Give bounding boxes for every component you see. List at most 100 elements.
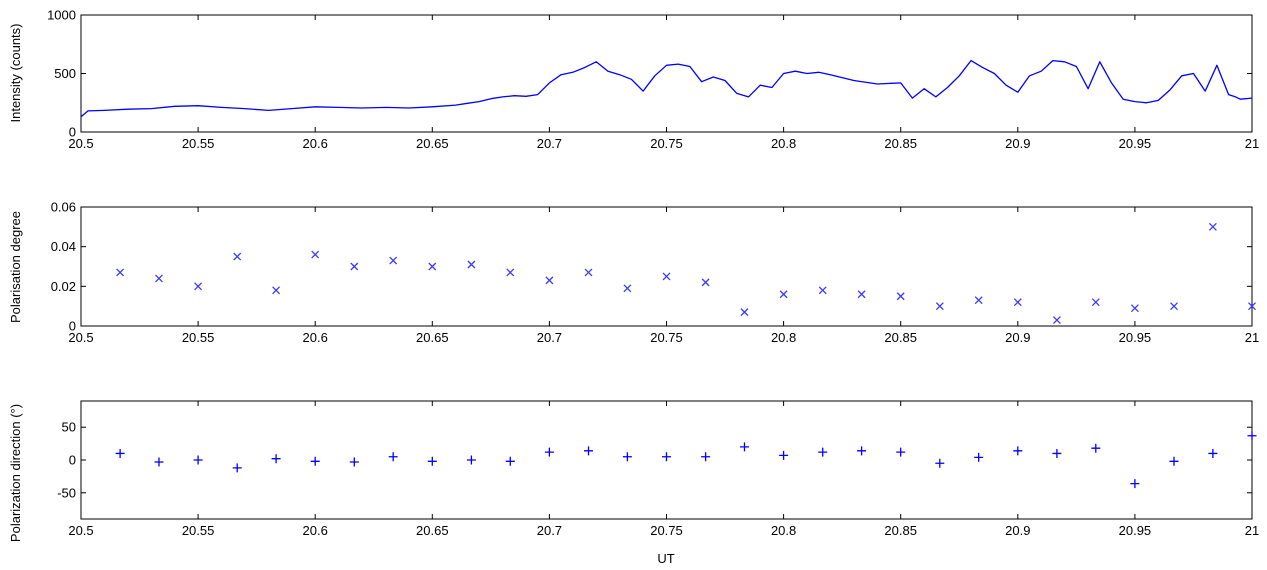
x-tick-label: 20.8 bbox=[771, 523, 796, 538]
data-point bbox=[662, 272, 671, 281]
y-tick-label: 500 bbox=[54, 66, 76, 81]
panel-polarization-direction: 20.5 20.55 20.6 20.65 20.7 20.75 20.8 20.85 20.9… bbox=[8, 400, 1259, 542]
series-line bbox=[80, 59, 1253, 118]
plot-area-intensity bbox=[80, 14, 1253, 133]
x-ticks-intensity: 20.5 20.55 20.6 20.65 20.7 20.75 20.8 20.85 20.9… bbox=[68, 15, 1259, 151]
data-point bbox=[1169, 456, 1179, 466]
x-tick-label: 20.65 bbox=[416, 136, 449, 151]
x-tick-label: 20.55 bbox=[182, 136, 215, 151]
x-tick-label: 20.7 bbox=[537, 523, 562, 538]
data-point bbox=[1247, 431, 1257, 441]
data-point bbox=[896, 447, 906, 457]
data-point bbox=[1052, 316, 1061, 325]
data-point bbox=[311, 250, 320, 259]
x-tick-label: 20.5 bbox=[68, 523, 93, 538]
data-point bbox=[1091, 298, 1100, 307]
data-point bbox=[466, 455, 476, 465]
data-point bbox=[779, 450, 789, 460]
y-tick-label: 0.04 bbox=[51, 239, 76, 254]
data-point bbox=[857, 290, 866, 299]
ylabel-intensity: Intensity (counts) bbox=[8, 24, 23, 123]
data-point bbox=[584, 268, 593, 277]
data-point bbox=[1013, 298, 1022, 307]
y-ticks-intensity: 0 500 1000 bbox=[47, 8, 1252, 140]
x-tick-label: 20.8 bbox=[771, 136, 796, 151]
data-point bbox=[818, 286, 827, 295]
x-tick-label: 20.7 bbox=[537, 330, 562, 345]
data-point bbox=[701, 452, 711, 462]
x-tick-label: 20.95 bbox=[1119, 136, 1152, 151]
data-point bbox=[739, 442, 749, 452]
x-ticks-polarisation-degree: 20.5 20.55 20.6 20.65 20.7 20.75 20.8 20.85 20.9… bbox=[68, 207, 1259, 345]
data-point bbox=[505, 456, 515, 466]
x-tick-label: 20.5 bbox=[68, 330, 93, 345]
x-tick-label: 20.85 bbox=[884, 330, 917, 345]
data-point bbox=[1248, 302, 1256, 311]
data-point bbox=[1208, 448, 1218, 458]
x-tick-label: 20.8 bbox=[771, 330, 796, 345]
data-point bbox=[544, 447, 554, 457]
data-point bbox=[350, 262, 359, 271]
data-point bbox=[545, 276, 554, 285]
data-point bbox=[779, 290, 788, 299]
x-tick-label: 21 bbox=[1245, 136, 1259, 151]
data-point bbox=[623, 284, 632, 293]
data-point bbox=[1052, 448, 1062, 458]
data-point bbox=[740, 308, 749, 317]
series-polarization-direction bbox=[115, 431, 1257, 489]
y-tick-label: 0 bbox=[69, 319, 76, 334]
data-point bbox=[389, 256, 398, 265]
x-tick-label: 20.55 bbox=[182, 330, 215, 345]
ylabel-polarization-direction: Polarization direction (°) bbox=[8, 404, 23, 542]
plot-area-polarisation-degree bbox=[80, 206, 1253, 327]
x-tick-label: 20.7 bbox=[537, 136, 562, 151]
y-tick-label: 0.06 bbox=[51, 200, 76, 215]
data-point bbox=[467, 260, 476, 269]
data-point bbox=[1013, 446, 1023, 456]
x-ticks-polarization-direction: 20.5 20.55 20.6 20.65 20.7 20.75 20.8 20.85 20.9… bbox=[68, 401, 1259, 538]
x-tick-label: 20.95 bbox=[1119, 330, 1152, 345]
x-tick-label: 20.65 bbox=[416, 330, 449, 345]
x-tick-label: 20.9 bbox=[1005, 330, 1030, 345]
data-point bbox=[584, 446, 594, 456]
y-ticks-polarization-direction: -50 0 50 bbox=[57, 420, 1252, 500]
data-point bbox=[1170, 302, 1178, 311]
y-tick-label: 0 bbox=[69, 453, 76, 468]
x-tick-label: 20.65 bbox=[416, 523, 449, 538]
data-point bbox=[193, 455, 203, 465]
x-tick-label: 20.85 bbox=[884, 523, 917, 538]
y-ticks-polarisation-degree: 0 0.02 0.04 0.06 bbox=[51, 200, 1252, 334]
data-point bbox=[388, 452, 398, 462]
data-point bbox=[233, 252, 242, 261]
data-point bbox=[622, 452, 632, 462]
x-tick-label: 20.5 bbox=[68, 136, 93, 151]
data-point bbox=[1130, 479, 1140, 489]
y-tick-label: 50 bbox=[62, 420, 76, 435]
data-point bbox=[271, 454, 281, 464]
data-point bbox=[155, 274, 163, 283]
data-point bbox=[974, 296, 983, 305]
data-point bbox=[818, 447, 828, 457]
x-tick-label: 21 bbox=[1245, 523, 1259, 538]
y-tick-label: 1000 bbox=[47, 8, 76, 23]
x-tick-label: 20.6 bbox=[303, 136, 328, 151]
x-tick-label: 20.95 bbox=[1119, 523, 1152, 538]
data-point bbox=[1208, 222, 1217, 231]
ylabel-polarisation-degree: Polarisation degree bbox=[8, 211, 23, 323]
x-tick-label: 21 bbox=[1245, 330, 1259, 345]
panel-intensity: 20.5 20.55 20.6 20.65 20.7 20.75 20.8 20.85 20.9… bbox=[8, 8, 1259, 152]
y-tick-label: 0.02 bbox=[51, 279, 76, 294]
data-point bbox=[974, 452, 984, 462]
x-tick-label: 20.55 bbox=[182, 523, 215, 538]
x-tick-label: 20.75 bbox=[650, 523, 683, 538]
x-tick-label: 20.6 bbox=[303, 330, 328, 345]
panel-polarisation-degree: 20.5 20.55 20.6 20.65 20.7 20.75 20.8 20.85 20.9… bbox=[8, 200, 1259, 346]
data-point bbox=[1091, 443, 1101, 453]
data-point bbox=[310, 456, 320, 466]
data-point bbox=[662, 452, 671, 462]
x-tick-label: 20.75 bbox=[650, 136, 683, 151]
y-tick-label: -50 bbox=[57, 485, 76, 500]
data-point bbox=[1130, 304, 1139, 313]
data-point bbox=[115, 448, 125, 458]
